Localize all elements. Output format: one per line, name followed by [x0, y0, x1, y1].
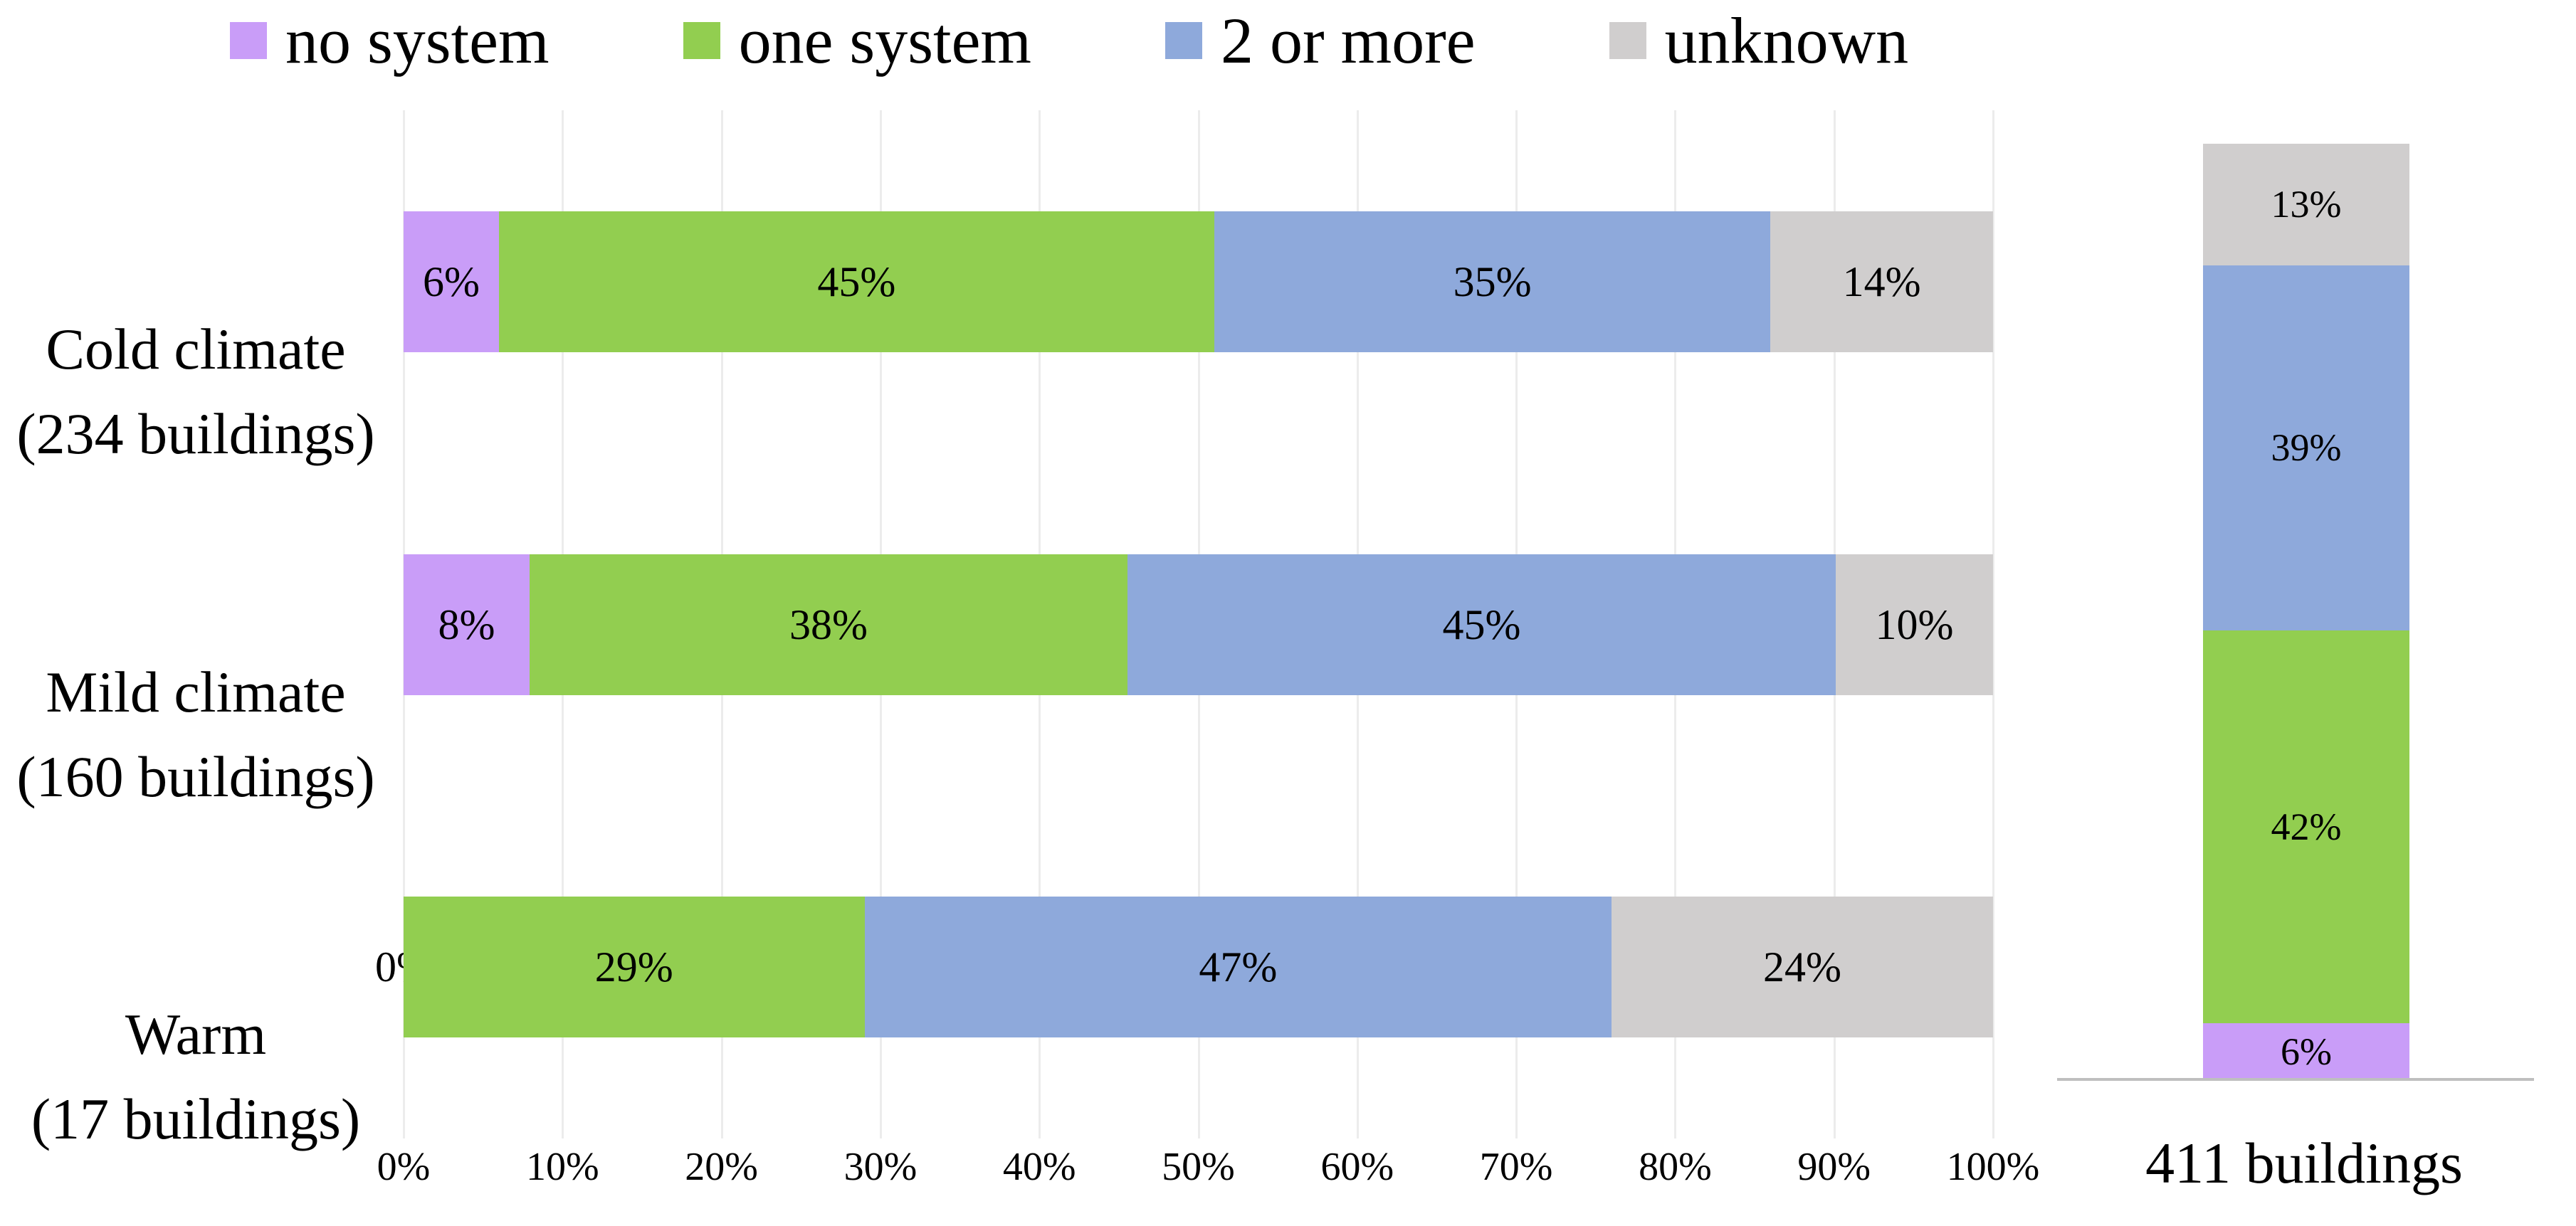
category-label: Warm (17 buildings) — [6, 993, 386, 1162]
column-segment: 6% — [2203, 1023, 2409, 1079]
x-axis-line — [2057, 1078, 2534, 1081]
bar-segment: 24% — [1612, 897, 1993, 1037]
x-axis-tick-label: 60% — [1320, 1145, 1394, 1189]
x-axis-tick-label: 10% — [525, 1145, 599, 1189]
legend-label: unknown — [1664, 4, 1909, 77]
x-axis-tick-label: 0% — [377, 1145, 431, 1189]
legend-item: no system — [230, 3, 550, 78]
legend-color-swatch — [230, 22, 267, 59]
column-value-label: 6% — [2281, 1030, 2332, 1073]
bar-value-label: 45% — [1442, 601, 1521, 648]
climate-bars-plot-area: 6%45%35%14%8%38%45%10%0%29%47%24% — [375, 110, 1994, 1138]
bar-segment: 6% — [404, 211, 499, 352]
x-axis-tick-label: 20% — [685, 1145, 758, 1189]
bar-value-label: 6% — [422, 258, 480, 305]
legend-color-swatch — [1165, 22, 1202, 59]
bar-value-label: 24% — [1763, 944, 1841, 990]
legend-color-swatch — [1609, 22, 1646, 59]
legend-color-swatch — [683, 22, 720, 59]
category-label-line: Cold climate — [46, 317, 346, 382]
x-axis-tick-label: 80% — [1639, 1145, 1712, 1189]
bar-value-label: 14% — [1842, 258, 1921, 305]
category-label-line: Warm — [125, 1002, 267, 1067]
bar-value-label: 10% — [1875, 601, 1954, 648]
bar-segment: 14% — [1770, 211, 1993, 352]
x-axis-tick-label: 100% — [1946, 1145, 2040, 1189]
legend-item: 2 or more — [1165, 3, 1476, 78]
x-axis-tick-label: 40% — [1002, 1145, 1076, 1189]
bar-segment: 45% — [1127, 554, 1836, 695]
bar-segment: 47% — [864, 897, 1612, 1037]
legend: no system one system 2 or more unknown — [230, 3, 1908, 78]
bar-value-label: 38% — [789, 601, 868, 648]
total-stacked-column: 13% 39% 42% 6% — [2203, 144, 2409, 1079]
legend-item: one system — [683, 3, 1031, 78]
bar-segment: 45% — [498, 211, 1214, 352]
legend-label: no system — [285, 4, 550, 77]
category-label: Cold climate (234 buildings) — [6, 307, 386, 477]
bar-segment: 35% — [1214, 211, 1771, 352]
bar-value-label: 8% — [438, 601, 495, 648]
bar-segment: 10% — [1835, 554, 1993, 695]
column-value-label: 42% — [2271, 805, 2342, 848]
legend-label: 2 or more — [1220, 4, 1476, 77]
stacked-bar: 8% 38% 45% 10% — [404, 554, 1993, 695]
bar-segment: 38% — [529, 554, 1127, 695]
column-segment: 42% — [2203, 630, 2409, 1024]
legend-label: one system — [738, 4, 1031, 77]
x-axis-tick-label: 30% — [843, 1145, 918, 1189]
category-label: Mild climate (160 buildings) — [6, 650, 386, 820]
category-label-line: (160 buildings) — [16, 744, 375, 809]
gridline — [1992, 110, 1994, 1138]
bar-segment: 8% — [404, 554, 530, 695]
stacked-bar: 6% 45% 35% 14% — [404, 211, 1993, 352]
column-value-label: 39% — [2271, 426, 2342, 470]
column-segment: 39% — [2203, 265, 2409, 630]
bar-value-label: 29% — [594, 944, 673, 990]
column-value-label: 13% — [2271, 183, 2342, 226]
bar-segment: 29% — [404, 897, 865, 1037]
x-axis-tick-label: 90% — [1797, 1145, 1871, 1189]
column-segment: 13% — [2203, 144, 2409, 265]
legend-item: unknown — [1609, 3, 1908, 78]
category-label-line: (17 buildings) — [31, 1087, 361, 1151]
bar-value-label: 35% — [1453, 258, 1532, 305]
x-axis-tick-label: 70% — [1479, 1145, 1553, 1189]
category-label-line: (234 buildings) — [16, 401, 375, 466]
x-axis-tick-label: 50% — [1162, 1145, 1235, 1189]
bar-value-label: 45% — [817, 258, 896, 305]
stacked-bar: 0%29%47%24% — [375, 897, 1993, 1037]
category-label-line: Mild climate — [46, 660, 346, 725]
bar-value-label: 47% — [1199, 944, 1278, 990]
total-category-label: 411 buildings — [2145, 1131, 2463, 1195]
